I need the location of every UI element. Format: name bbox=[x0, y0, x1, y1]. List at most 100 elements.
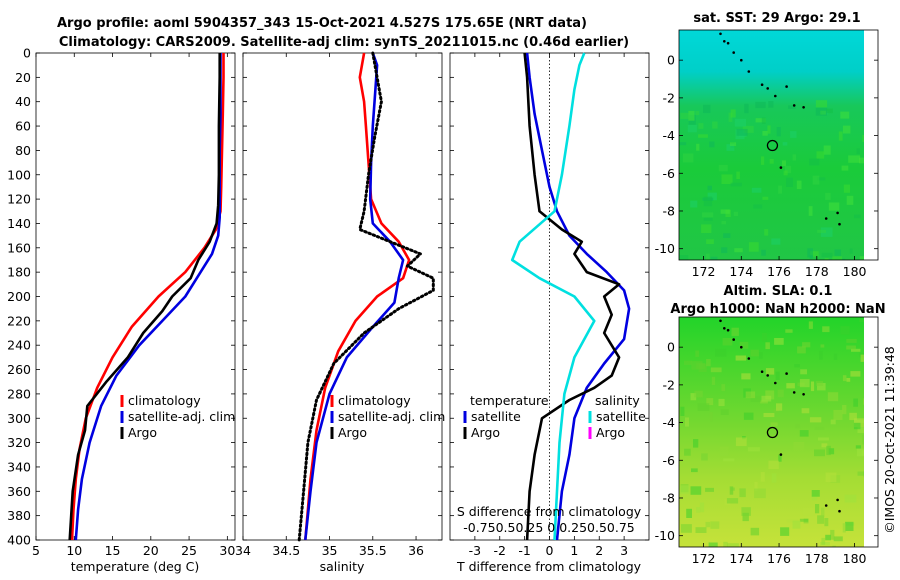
map-texture-cell bbox=[792, 154, 797, 161]
salinity-legend: climatology satellite-adj. clim Argo bbox=[330, 393, 445, 440]
map-texture-cell bbox=[730, 142, 737, 146]
map-texture-cell bbox=[769, 159, 774, 164]
map-texture-cell bbox=[751, 187, 762, 193]
series-line-t-satellite bbox=[525, 52, 631, 541]
map-texture-cell bbox=[828, 448, 835, 455]
map-texture-cell bbox=[848, 155, 861, 163]
map-texture-cell bbox=[782, 142, 788, 146]
map-texture-cell bbox=[792, 520, 801, 529]
depth-tick-label: 0 bbox=[23, 46, 31, 61]
map-texture-cell bbox=[695, 350, 700, 357]
map-texture-cell bbox=[863, 398, 864, 405]
salinity-axis-label: salinity bbox=[320, 559, 365, 574]
map-texture-cell bbox=[821, 443, 828, 448]
map-texture-cell bbox=[747, 447, 760, 452]
map-texture-cell bbox=[770, 422, 778, 427]
map-texture-cell bbox=[857, 427, 864, 433]
legend-climatology-label: climatology bbox=[128, 393, 201, 408]
map-texture-cell bbox=[690, 200, 698, 208]
map-texture-cell bbox=[801, 408, 810, 414]
map-texture-cell bbox=[821, 507, 825, 518]
map-texture-cell bbox=[705, 487, 714, 492]
map-texture-cell bbox=[821, 252, 833, 258]
salinity-difference-axis-label: S difference from climatology bbox=[457, 504, 642, 519]
map-texture-cell bbox=[832, 545, 836, 547]
map-texture-cell bbox=[823, 145, 831, 155]
map-texture-cell bbox=[844, 494, 857, 503]
map-texture-cell bbox=[785, 165, 792, 174]
map-lat-label: 0 bbox=[667, 53, 675, 68]
x-tick-label: -3 bbox=[469, 543, 481, 558]
island-dot bbox=[824, 217, 828, 220]
map-texture-cell bbox=[817, 383, 826, 391]
map-texture-cell bbox=[707, 185, 712, 191]
map-texture-cell bbox=[745, 391, 756, 399]
map-texture-cell bbox=[786, 177, 793, 187]
legend-satellite-label: satellite-adj. clim bbox=[338, 409, 445, 424]
map-texture-cell bbox=[825, 192, 831, 200]
map-texture-cell bbox=[698, 134, 708, 138]
island-dot bbox=[802, 106, 805, 109]
map-lat-label: -2 bbox=[663, 377, 675, 392]
island-dot bbox=[774, 94, 777, 98]
map-texture-cell bbox=[702, 212, 714, 218]
map-texture-cell bbox=[814, 426, 825, 430]
map-texture-cell bbox=[726, 498, 739, 504]
map-texture-cell bbox=[833, 536, 843, 542]
sla-map-axes: 0 -2 -4 -6 -8 -10 172 174 176 178 180 bbox=[655, 340, 878, 566]
island-dot bbox=[802, 393, 805, 396]
x-tick-label: -1 bbox=[518, 543, 530, 558]
island-dot bbox=[836, 498, 839, 502]
salinity-difference-tick-labels: -0.750.50.25 0 0.250.50.75 bbox=[463, 520, 635, 535]
map-texture-cell bbox=[718, 164, 728, 172]
map-lat-label: 0 bbox=[667, 340, 675, 355]
island-dot bbox=[723, 327, 726, 330]
map-texture-cell bbox=[808, 321, 813, 329]
depth-tick-label: 340 bbox=[7, 459, 31, 474]
island-dot bbox=[792, 104, 796, 107]
map-texture-cell bbox=[777, 389, 784, 398]
map-texture-cell bbox=[768, 101, 774, 108]
island-dot bbox=[740, 58, 743, 62]
map-texture-cell bbox=[821, 537, 826, 545]
map-lon-label: 174 bbox=[729, 264, 753, 279]
series-line-satellite-adj-clim bbox=[74, 53, 222, 541]
island-dot bbox=[838, 509, 841, 513]
island-dot bbox=[774, 381, 777, 385]
map-texture-cell bbox=[754, 481, 758, 492]
map-texture-cell bbox=[715, 348, 727, 357]
map-texture-cell bbox=[857, 471, 864, 476]
map-texture-cell bbox=[794, 364, 800, 368]
map-texture-cell bbox=[786, 383, 795, 389]
map-texture-cell bbox=[812, 175, 820, 185]
map-lon-label: 176 bbox=[767, 551, 791, 566]
map-texture-cell bbox=[854, 214, 861, 219]
map-texture-cell bbox=[774, 338, 784, 345]
map-texture-cell bbox=[698, 123, 704, 129]
map-lon-label: 180 bbox=[843, 264, 867, 279]
map-texture-cell bbox=[830, 419, 836, 425]
map-texture-cell bbox=[684, 448, 691, 456]
map-texture-cell bbox=[799, 379, 810, 388]
map-texture-cell bbox=[846, 338, 857, 343]
map-texture-cell bbox=[710, 521, 720, 529]
map-texture-cell bbox=[853, 398, 858, 407]
map-texture-cell bbox=[679, 142, 687, 146]
x-tick-label: 30 bbox=[219, 543, 235, 558]
island-dot bbox=[747, 357, 751, 360]
map-texture-cell bbox=[730, 109, 736, 118]
map-texture-cell bbox=[741, 373, 751, 380]
map-texture-cell bbox=[862, 434, 864, 445]
map-texture-cell bbox=[799, 430, 809, 437]
x-tick-label: -2 bbox=[494, 543, 506, 558]
map-texture-cell bbox=[753, 204, 763, 209]
map-texture-cell bbox=[778, 185, 782, 194]
x-axis-ticks: 5 10 15 20 25 30 34 34.5 35 35.5 36 -3 -2 -1 0 1 2 3 bbox=[32, 53, 628, 558]
map-texture-cell bbox=[833, 410, 843, 420]
x-tick-label: 3 bbox=[620, 543, 628, 558]
map-texture-cell bbox=[742, 125, 754, 133]
depth-tick-label: 220 bbox=[7, 313, 31, 328]
map-texture-cell bbox=[815, 381, 824, 386]
x-tick-label: 1 bbox=[570, 543, 578, 558]
island-dot bbox=[719, 319, 722, 323]
